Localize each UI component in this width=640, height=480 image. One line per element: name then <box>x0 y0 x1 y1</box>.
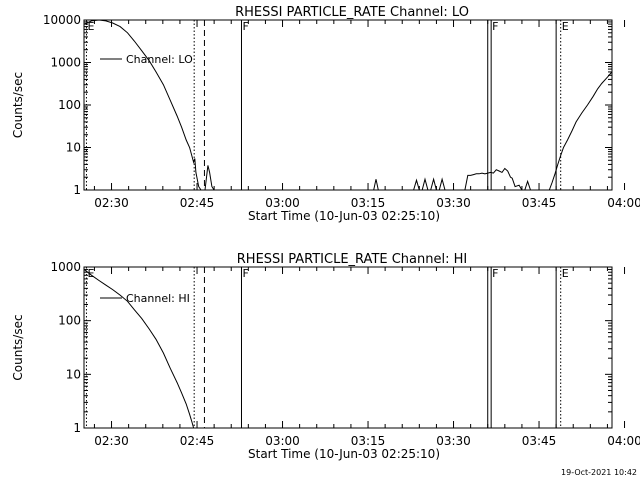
event-marker-label: F <box>492 20 498 33</box>
event-marker-label: E <box>562 267 569 280</box>
x-tick-label: 03:15 <box>351 434 386 448</box>
x-tick-label: 03:30 <box>436 434 471 448</box>
y-tick-label: 1000 <box>50 260 81 274</box>
y-tick-label: 10 <box>66 141 81 155</box>
x-tick-label: 03:45 <box>522 196 557 210</box>
x-tick-label: 03:00 <box>265 434 300 448</box>
generation-timestamp: 19-Oct-2021 10:42 <box>561 468 637 477</box>
y-tick-label: 10 <box>66 367 81 381</box>
x-tick-label: 02:45 <box>180 434 215 448</box>
y-tick-label: 100 <box>58 98 81 112</box>
plot-frame <box>83 266 613 429</box>
x-tick-label: 02:30 <box>94 434 129 448</box>
x-tick-label: 03:30 <box>436 196 471 210</box>
event-marker-label: E <box>87 20 94 33</box>
legend-label: Channel: HI <box>126 292 190 305</box>
x-tick-label: 03:15 <box>351 196 386 210</box>
y-tick-label: 1 <box>73 421 81 435</box>
y-tick-label: 10000 <box>43 13 81 27</box>
y-tick-label: 100 <box>58 314 81 328</box>
x-tick-label: 02:30 <box>94 196 129 210</box>
event-marker-label: E <box>562 20 569 33</box>
y-tick-label: 1 <box>73 183 81 197</box>
x-axis-label: Start Time (10-Jun-03 02:25:10) <box>248 209 440 223</box>
series-line <box>84 20 612 190</box>
x-tick-label: 03:45 <box>522 434 557 448</box>
y-axis-label: Counts/sec <box>11 314 25 380</box>
event-marker-label: E <box>87 267 94 280</box>
chart-hi-channel: RHESSI PARTICLE_RATE Channel: HI 1 10 100 10… <box>11 252 640 461</box>
chart-title: RHESSI PARTICLE_RATE Channel: LO <box>235 5 469 20</box>
legend-label: Channel: LO <box>126 53 193 66</box>
y-tick-label: 1000 <box>50 56 81 70</box>
x-axis-label: Start Time (10-Jun-03 02:25:10) <box>248 447 440 461</box>
x-tick-label: 03:00 <box>265 196 300 210</box>
x-tick-label: 02:45 <box>180 196 215 210</box>
chart-title: RHESSI PARTICLE_RATE Channel: HI <box>237 252 467 267</box>
x-tick-label: 04:00 <box>607 434 640 448</box>
event-marker-label: F <box>242 267 248 280</box>
event-marker-label: F <box>242 20 248 33</box>
chart-lo-channel: RHESSI PARTICLE_RATE Channel: LO 1 10 100 10… <box>11 5 640 223</box>
x-tick-label: 04:00 <box>607 196 640 210</box>
event-marker-label: F <box>492 267 498 280</box>
series-line <box>84 269 195 428</box>
y-axis-label: Counts/sec <box>11 72 25 138</box>
